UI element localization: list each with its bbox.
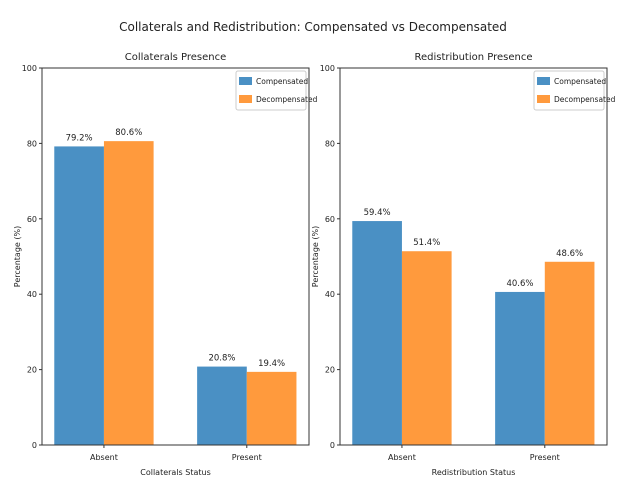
y-axis-label: Percentage (%) xyxy=(311,226,320,287)
x-axis-label: Redistribution Status xyxy=(432,468,516,477)
bar-decompensated-absent xyxy=(401,251,452,445)
y-axis-label: Percentage (%) xyxy=(13,226,22,287)
data-label: 19.4% xyxy=(258,359,285,369)
figure-title: Collaterals and Redistribution: Compensa… xyxy=(119,20,507,34)
data-label: 48.6% xyxy=(556,249,583,259)
bar-decompensated-present xyxy=(544,261,595,445)
x-tick-label: Absent xyxy=(388,453,416,462)
data-label: 59.4% xyxy=(364,208,391,218)
legend-label: Compensated xyxy=(256,77,308,86)
y-tick-label: 0 xyxy=(32,441,37,450)
bar-compensated-absent xyxy=(352,221,402,445)
bar-compensated-present xyxy=(495,291,545,445)
y-tick-label: 40 xyxy=(27,290,37,299)
legend-swatch-compensated xyxy=(537,77,550,85)
legend xyxy=(533,70,605,111)
legend-label: Decompensated xyxy=(554,95,616,104)
y-tick-label: 80 xyxy=(325,139,335,148)
data-label: 80.6% xyxy=(115,128,142,138)
y-tick-label: 100 xyxy=(320,64,335,73)
axes-frame xyxy=(339,67,608,446)
x-tick-label: Present xyxy=(232,453,262,462)
legend-label: Compensated xyxy=(554,77,606,86)
y-tick-label: 60 xyxy=(325,215,335,224)
bar-compensated-present xyxy=(197,366,247,445)
y-tick-label: 80 xyxy=(27,139,37,148)
y-tick-label: 20 xyxy=(325,366,335,375)
data-label: 79.2% xyxy=(66,133,93,143)
x-tick-label: Present xyxy=(530,453,560,462)
x-axis-label: Collaterals Status xyxy=(140,468,211,477)
y-tick-label: 20 xyxy=(27,366,37,375)
y-tick-label: 100 xyxy=(22,64,37,73)
y-tick-label: 60 xyxy=(27,215,37,224)
legend xyxy=(235,70,307,111)
panel-title: Redistribution Presence xyxy=(414,52,532,63)
y-tick-label: 40 xyxy=(325,290,335,299)
legend-swatch-decompensated xyxy=(239,95,252,103)
bar-decompensated-absent xyxy=(103,141,154,445)
data-label: 20.8% xyxy=(208,354,235,364)
y-tick-label: 0 xyxy=(330,441,335,450)
axes-frame xyxy=(41,67,310,446)
x-tick-label: Absent xyxy=(90,453,118,462)
legend-swatch-decompensated xyxy=(537,95,550,103)
panel-title: Collaterals Presence xyxy=(125,52,227,63)
data-label: 51.4% xyxy=(413,238,440,248)
legend-swatch-compensated xyxy=(239,77,252,85)
bar-compensated-absent xyxy=(54,146,104,445)
bar-decompensated-present xyxy=(246,371,297,445)
legend-label: Decompensated xyxy=(256,95,318,104)
data-label: 40.6% xyxy=(506,279,533,289)
